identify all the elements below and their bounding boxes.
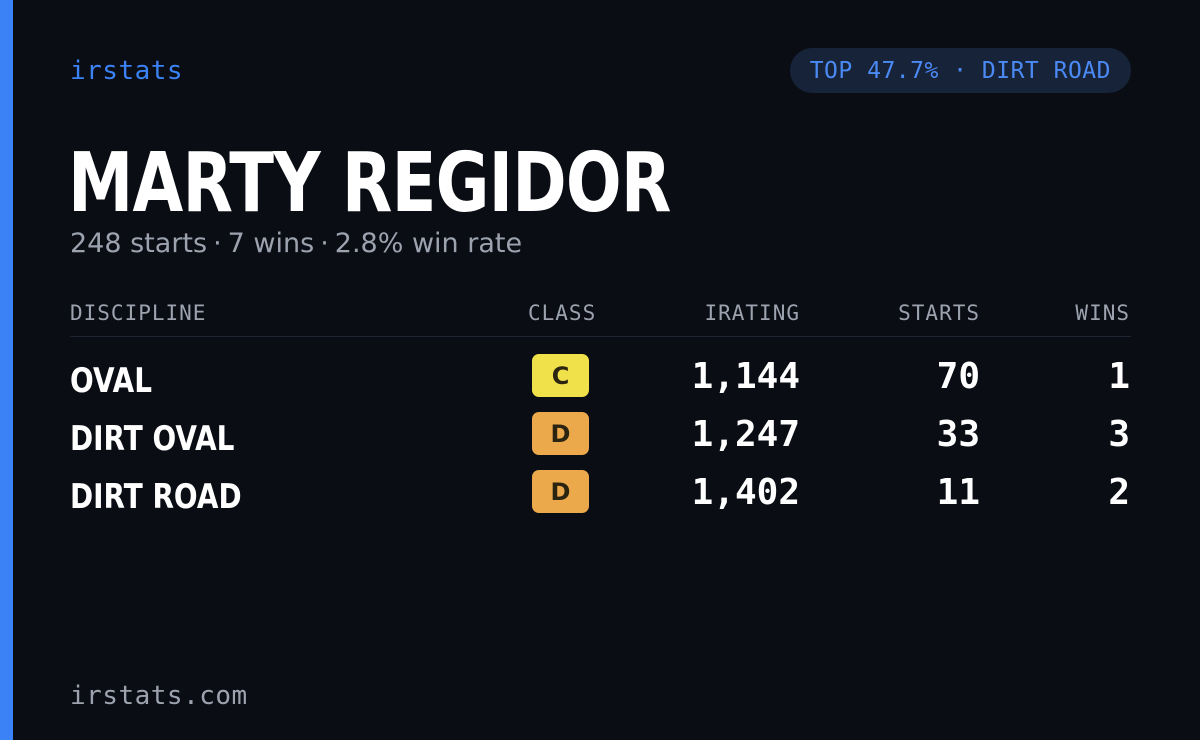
starts-value: 70 [936,356,980,397]
header-wins: WINS [1075,301,1130,325]
header-class: CLASS [528,301,597,325]
separator: · [213,228,222,259]
separator: · [320,228,329,259]
wins-value: 3 [1108,414,1130,455]
table-row: OVAL C 1,144 70 1 [0,354,1200,404]
header-divider [70,336,1131,337]
starts-summary: 248 starts [70,228,208,259]
wins-summary: 7 wins [227,228,315,259]
discipline-name: DIRT ROAD [70,477,242,517]
irating-value: 1,247 [691,414,800,455]
class-badge: D [532,412,589,455]
discipline-name: OVAL [70,361,152,401]
header-starts: STARTS [898,301,980,325]
wins-value: 1 [1108,356,1130,397]
driver-summary: 248 starts · 7 wins · 2.8% win rate [70,228,522,259]
irating-value: 1,144 [691,356,800,397]
header-discipline: DISCIPLINE [70,301,207,325]
starts-value: 33 [936,414,980,455]
driver-name: MARTY REGIDOR [68,136,671,231]
table-row: DIRT OVAL D 1,247 33 3 [0,412,1200,462]
discipline-name: DIRT OVAL [70,419,235,459]
header-irating: IRATING [704,301,800,325]
class-badge: D [532,470,589,513]
irating-value: 1,402 [691,472,800,513]
rank-badge: TOP 47.7% · DIRT ROAD [789,48,1131,93]
table-row: DIRT ROAD D 1,402 11 2 [0,470,1200,520]
class-badge: C [532,354,589,397]
winrate-summary: 2.8% win rate [334,228,523,259]
footer-url: irstats.com [70,681,248,711]
starts-value: 11 [936,472,980,513]
wins-value: 2 [1108,472,1130,513]
brand-logo: irstats [70,56,184,86]
accent-bar [0,0,13,740]
